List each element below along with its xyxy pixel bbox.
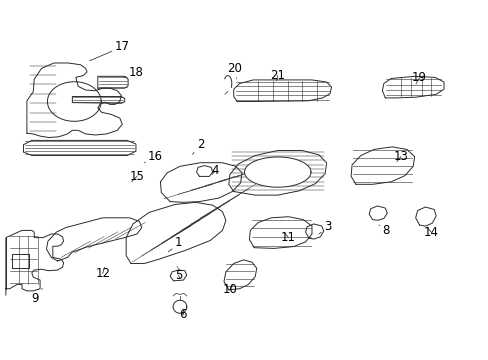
- Text: 6: 6: [179, 309, 187, 321]
- Text: 16: 16: [144, 150, 163, 163]
- Text: 21: 21: [270, 69, 285, 82]
- Text: 12: 12: [95, 267, 110, 280]
- Text: 13: 13: [393, 150, 407, 163]
- Text: 8: 8: [378, 224, 389, 237]
- Text: 9: 9: [31, 288, 42, 305]
- Ellipse shape: [244, 157, 310, 187]
- Text: 11: 11: [281, 231, 295, 244]
- Text: 17: 17: [89, 40, 129, 61]
- Text: 4: 4: [211, 165, 219, 177]
- Text: 1: 1: [168, 237, 182, 252]
- Text: 10: 10: [222, 283, 237, 296]
- Text: 2: 2: [192, 138, 204, 154]
- Text: 3: 3: [318, 220, 331, 234]
- Text: 5: 5: [174, 269, 182, 282]
- Text: 18: 18: [123, 66, 143, 78]
- Text: 19: 19: [411, 71, 426, 84]
- Text: 15: 15: [129, 170, 144, 183]
- Text: 7: 7: [291, 163, 299, 176]
- Text: 14: 14: [423, 226, 438, 239]
- Text: 20: 20: [227, 62, 242, 78]
